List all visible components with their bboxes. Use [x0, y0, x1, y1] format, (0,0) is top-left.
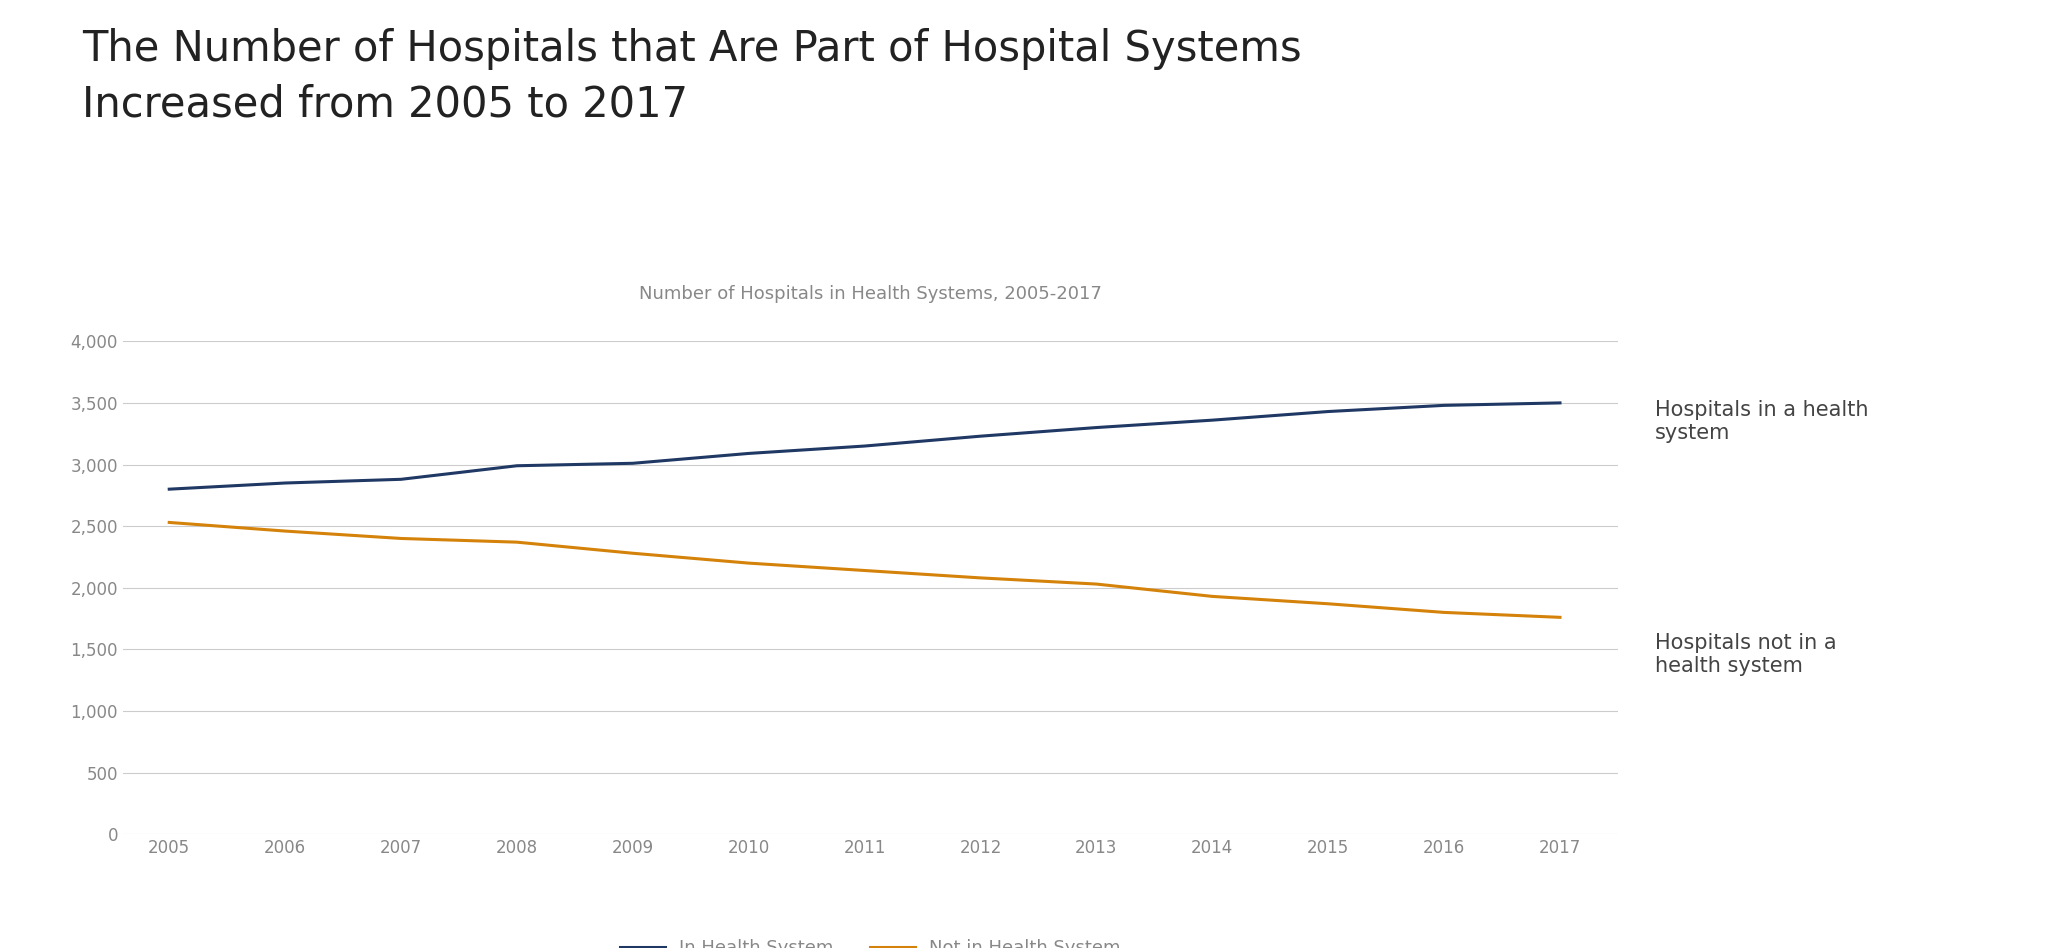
Line: In Health System: In Health System: [170, 403, 1561, 489]
Not in Health System: [852, 565, 877, 576]
Not in Health System: [1548, 611, 1573, 623]
Not in Health System: [389, 533, 414, 544]
In Health System: [1432, 400, 1456, 411]
In Health System: [1200, 414, 1225, 426]
In Health System: [1083, 422, 1108, 433]
In Health System: [852, 440, 877, 452]
In Health System: [158, 483, 182, 495]
Not in Health System: [621, 548, 645, 559]
Not in Health System: [158, 517, 182, 528]
Not in Health System: [969, 573, 993, 584]
Text: The Number of Hospitals that Are Part of Hospital Systems
Increased from 2005 to: The Number of Hospitals that Are Part of…: [82, 28, 1303, 126]
Line: Not in Health System: Not in Health System: [170, 522, 1561, 617]
Not in Health System: [272, 525, 297, 537]
Not in Health System: [1432, 607, 1456, 618]
Legend: In Health System, Not in Health System: In Health System, Not in Health System: [612, 932, 1128, 948]
Not in Health System: [1200, 591, 1225, 602]
In Health System: [737, 447, 762, 459]
In Health System: [389, 474, 414, 485]
In Health System: [272, 478, 297, 489]
In Health System: [504, 460, 528, 471]
In Health System: [1548, 397, 1573, 409]
Not in Health System: [737, 557, 762, 569]
Not in Health System: [1317, 598, 1341, 610]
Text: Number of Hospitals in Health Systems, 2005-2017: Number of Hospitals in Health Systems, 2…: [639, 285, 1102, 303]
In Health System: [1317, 406, 1341, 417]
Not in Health System: [504, 537, 528, 548]
Text: Hospitals not in a
health system: Hospitals not in a health system: [1655, 632, 1837, 676]
In Health System: [621, 458, 645, 469]
Text: Hospitals in a health
system: Hospitals in a health system: [1655, 400, 1868, 444]
Not in Health System: [1083, 578, 1108, 590]
In Health System: [969, 430, 993, 442]
